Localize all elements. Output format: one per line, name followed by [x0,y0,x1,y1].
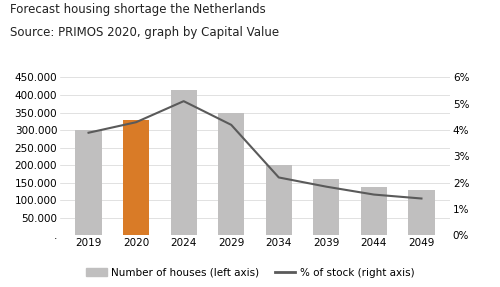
Bar [170,90,196,235]
Text: Source: PRIMOS 2020, graph by Capital Value: Source: PRIMOS 2020, graph by Capital Va… [10,26,279,39]
Bar [266,165,292,235]
Bar [361,187,387,235]
Bar [314,179,340,235]
Legend: Number of houses (left axis), % of stock (right axis): Number of houses (left axis), % of stock… [82,263,418,282]
Text: Forecast housing shortage the Netherlands: Forecast housing shortage the Netherland… [10,3,266,16]
Bar [123,120,149,235]
Bar [218,113,244,235]
Bar [408,190,434,235]
Bar [76,130,102,235]
